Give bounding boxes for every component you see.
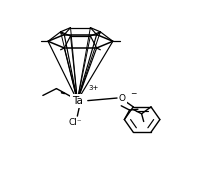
Text: Ta: Ta: [72, 96, 83, 106]
Text: O: O: [119, 94, 126, 103]
Text: −: −: [130, 89, 137, 98]
Text: 3+: 3+: [89, 85, 99, 91]
Text: Cl⁻: Cl⁻: [68, 119, 82, 127]
